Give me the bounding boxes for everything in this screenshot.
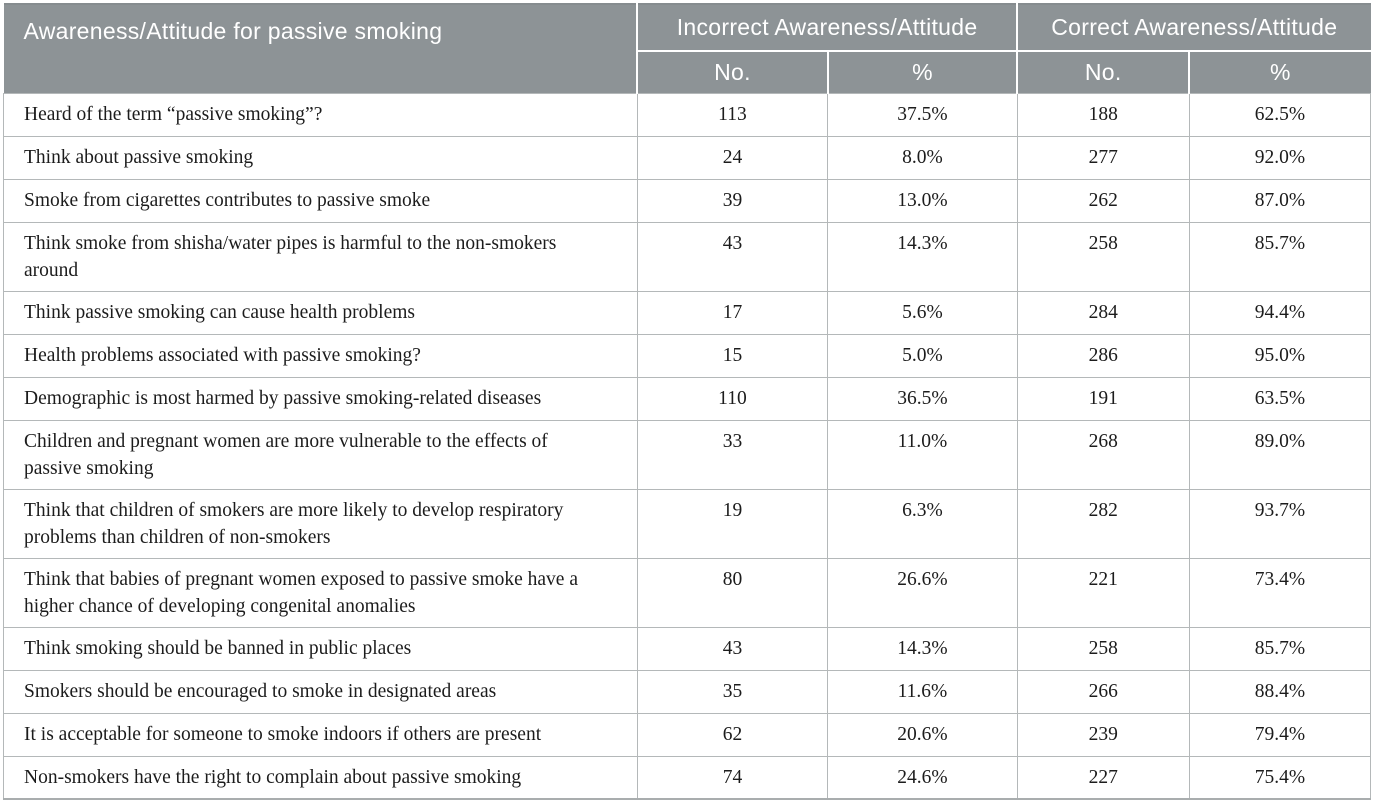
incorrect-count-value: 62 (636, 712, 829, 757)
table-row: Demographic is most harmed by passive sm… (3, 376, 1372, 421)
correct-percent-value: 92.0% (1188, 135, 1372, 180)
incorrect-count-value: 39 (636, 178, 829, 223)
correct-percent-value: 95.0% (1188, 333, 1372, 378)
row-question-label: Think smoking should be banned in public… (3, 626, 638, 671)
correct-count-value: 258 (1016, 221, 1190, 292)
correct-count-value: 221 (1016, 557, 1190, 628)
table-row: Non-smokers have the right to complain a… (3, 755, 1372, 800)
row-question-label: Think passive smoking can cause health p… (3, 290, 638, 335)
header-sub-row: No. % No. % (4, 51, 1371, 93)
incorrect-count-value: 15 (636, 333, 829, 378)
column-group-incorrect: Incorrect Awareness/Attitude (637, 3, 1019, 52)
incorrect-percent-value: 24.6% (827, 755, 1018, 800)
correct-percent-value: 93.7% (1188, 488, 1372, 559)
table-row: Think smoke from shisha/water pipes is h… (3, 221, 1372, 292)
incorrect-count-value: 74 (636, 755, 829, 800)
row-question-label: Heard of the term “passive smoking”? (3, 92, 638, 137)
table-row: It is acceptable for someone to smoke in… (3, 712, 1372, 757)
table-body: Heard of the term “passive smoking”? 113… (3, 92, 1372, 800)
correct-count-value: 258 (1016, 626, 1190, 671)
incorrect-percent-value: 14.3% (827, 221, 1018, 292)
table-row: Children and pregnant women are more vul… (3, 419, 1372, 490)
correct-percent-value: 88.4% (1188, 669, 1372, 714)
incorrect-count-value: 24 (636, 135, 829, 180)
incorrect-percent-value: 36.5% (827, 376, 1018, 421)
incorrect-percent-value: 14.3% (827, 626, 1018, 671)
correct-percent-value: 89.0% (1188, 419, 1372, 490)
correct-count-value: 191 (1016, 376, 1190, 421)
incorrect-percent-value: 6.3% (827, 488, 1018, 559)
correct-percent-value: 62.5% (1188, 92, 1372, 137)
correct-count-value: 239 (1016, 712, 1190, 757)
table-row: Think passive smoking can cause health p… (3, 290, 1372, 335)
table-container: Awareness/Attitude for passive smoking I… (3, 3, 1372, 800)
correct-percent-value: 85.7% (1188, 221, 1372, 292)
row-question-label: Children and pregnant women are more vul… (3, 419, 638, 490)
incorrect-percent-value: 13.0% (827, 178, 1018, 223)
correct-count-value: 266 (1016, 669, 1190, 714)
incorrect-count-value: 33 (636, 419, 829, 490)
row-question-label: Think about passive smoking (3, 135, 638, 180)
table-row: Smokers should be encouraged to smoke in… (3, 669, 1372, 714)
correct-count-value: 262 (1016, 178, 1190, 223)
incorrect-percent-value: 5.0% (827, 333, 1018, 378)
row-question-label: Demographic is most harmed by passive sm… (3, 376, 638, 421)
awareness-attitude-table: Awareness/Attitude for passive smoking I… (3, 3, 1372, 800)
incorrect-count-value: 80 (636, 557, 829, 628)
table-row: Think smoking should be banned in public… (3, 626, 1372, 671)
header-group-row: Awareness/Attitude for passive smoking I… (3, 3, 1371, 93)
table-row: Health problems associated with passive … (3, 333, 1372, 378)
table-row: Heard of the term “passive smoking”? 113… (3, 92, 1372, 137)
table-row: Think that babies of pregnant women expo… (3, 557, 1372, 628)
row-question-label: Health problems associated with passive … (3, 333, 638, 378)
correct-percent-value: 63.5% (1188, 376, 1372, 421)
column-header-correct-no: No. (1017, 51, 1191, 93)
correct-count-value: 277 (1016, 135, 1190, 180)
table-row: Think about passive smoking 24 8.0% 277 … (3, 135, 1372, 180)
column-header-awareness-attitude: Awareness/Attitude for passive smoking (3, 3, 639, 93)
table-row: Think that children of smokers are more … (3, 488, 1372, 559)
incorrect-percent-value: 8.0% (827, 135, 1018, 180)
incorrect-count-value: 19 (636, 488, 829, 559)
row-question-label: Think that children of smokers are more … (3, 488, 638, 559)
incorrect-percent-value: 37.5% (827, 92, 1018, 137)
row-question-label: Think smoke from shisha/water pipes is h… (3, 221, 638, 292)
incorrect-percent-value: 5.6% (827, 290, 1018, 335)
incorrect-percent-value: 11.0% (827, 419, 1018, 490)
row-question-label: It is acceptable for someone to smoke in… (3, 712, 638, 757)
correct-percent-value: 75.4% (1188, 755, 1372, 800)
table-row: Smoke from cigarettes contributes to pas… (3, 178, 1372, 223)
correct-count-value: 268 (1016, 419, 1190, 490)
incorrect-percent-value: 11.6% (827, 669, 1018, 714)
incorrect-percent-value: 20.6% (827, 712, 1018, 757)
correct-percent-value: 94.4% (1188, 290, 1372, 335)
column-header-correct-pct: % (1189, 51, 1371, 93)
correct-count-value: 227 (1016, 755, 1190, 800)
correct-count-value: 286 (1016, 333, 1190, 378)
row-question-label: Think that babies of pregnant women expo… (3, 557, 638, 628)
correct-percent-value: 85.7% (1188, 626, 1372, 671)
row-question-label: Smoke from cigarettes contributes to pas… (3, 178, 638, 223)
correct-percent-value: 73.4% (1188, 557, 1372, 628)
incorrect-percent-value: 26.6% (827, 557, 1018, 628)
incorrect-count-value: 35 (636, 669, 829, 714)
incorrect-count-value: 113 (636, 92, 829, 137)
correct-percent-value: 87.0% (1188, 178, 1372, 223)
incorrect-count-value: 110 (636, 376, 829, 421)
correct-percent-value: 79.4% (1188, 712, 1372, 757)
row-question-label: Non-smokers have the right to complain a… (3, 755, 638, 800)
correct-count-value: 284 (1016, 290, 1190, 335)
incorrect-count-value: 17 (636, 290, 829, 335)
table-header: Awareness/Attitude for passive smoking I… (3, 3, 1371, 93)
correct-count-value: 282 (1016, 488, 1190, 559)
row-question-label: Smokers should be encouraged to smoke in… (3, 669, 638, 714)
incorrect-count-value: 43 (636, 626, 829, 671)
column-header-incorrect-pct: % (827, 51, 1019, 93)
column-header-incorrect-no: No. (637, 51, 829, 93)
incorrect-count-value: 43 (636, 221, 829, 292)
correct-count-value: 188 (1016, 92, 1190, 137)
column-group-correct: Correct Awareness/Attitude (1017, 3, 1371, 52)
